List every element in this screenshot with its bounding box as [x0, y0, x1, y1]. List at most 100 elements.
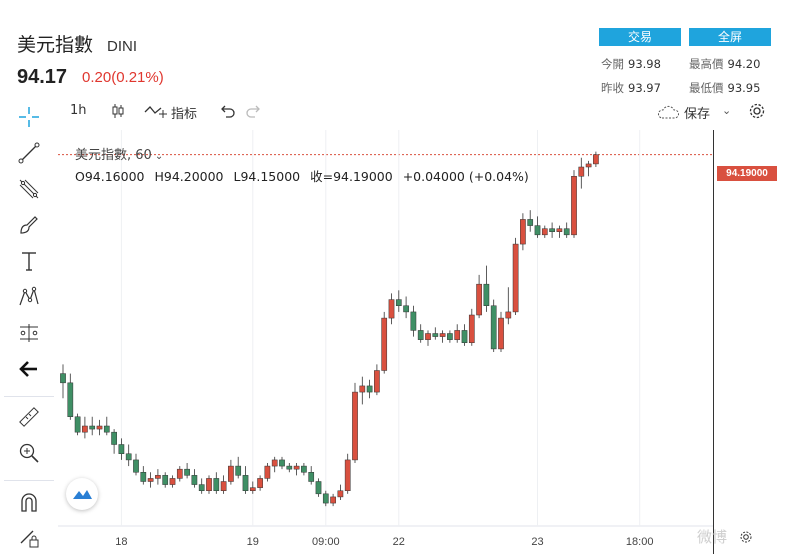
stat-open-value: 93.98 [628, 57, 661, 71]
ohlc-close: 收=94.19000 [310, 169, 393, 184]
candle-body [527, 219, 534, 226]
ohlc-low: L94.15000 [233, 169, 301, 184]
candle-body [169, 478, 176, 485]
brush-icon[interactable] [14, 212, 44, 238]
fullscreen-button[interactable]: 全屏 [689, 28, 771, 46]
candle-body [60, 373, 66, 384]
ruler-icon[interactable] [14, 404, 44, 430]
magnet-icon[interactable] [14, 490, 44, 516]
candle-body [366, 385, 373, 393]
candle-body [432, 333, 439, 337]
candle-body [257, 478, 263, 488]
candle-body [410, 311, 417, 331]
candle-body [520, 219, 526, 245]
candle-body [74, 416, 81, 433]
candle-body [198, 484, 205, 492]
stat-high: 最高價 94.20 [689, 57, 761, 71]
candle-body [585, 163, 592, 168]
indicators-button[interactable]: 指标 [171, 107, 198, 122]
candle-body [454, 330, 461, 340]
interval-selector[interactable]: 1h [70, 103, 87, 118]
text-icon[interactable] [14, 248, 44, 274]
candle-body [213, 478, 220, 491]
candle-body [498, 317, 504, 350]
candle-body [447, 333, 453, 340]
candle-body [293, 465, 300, 470]
candle-body [490, 305, 497, 350]
ohlc-change: +0.04000 (+0.04%) [402, 169, 529, 184]
trendline-icon[interactable] [14, 140, 44, 166]
candle-body [228, 465, 234, 482]
candle-body [374, 370, 380, 393]
candle-body [322, 493, 329, 504]
redo-icon[interactable] [246, 103, 262, 124]
stat-open: 今開 93.98 [601, 57, 661, 71]
candle-body [563, 228, 570, 236]
candle-body [191, 475, 198, 485]
instrument-name: 美元指數 [17, 34, 94, 56]
chart-legend-title[interactable]: 美元指數, 60 ⌄ [75, 148, 164, 163]
candle-body [571, 176, 577, 236]
x-tick-label: 18 [115, 536, 127, 548]
candle-body [89, 425, 96, 430]
ohlc-open: O94.16000 [75, 169, 145, 184]
x-tick-label: 19 [247, 536, 259, 548]
candle-body [439, 333, 446, 337]
undo-icon[interactable] [219, 103, 235, 124]
logo-icon[interactable] [66, 478, 98, 510]
candle-body [388, 299, 395, 319]
candle-body [556, 228, 563, 233]
gear-icon[interactable] [748, 102, 766, 125]
candle-body [483, 283, 490, 306]
candle-body [315, 481, 322, 495]
candle-body [249, 487, 256, 491]
back-arrow-icon[interactable] [14, 356, 44, 382]
candle-style-icon[interactable] [110, 103, 126, 124]
crosshair-icon[interactable] [14, 104, 44, 130]
save-dropdown-chevron-icon[interactable]: ⌄ [722, 105, 732, 117]
ohlc-high: H94.20000 [154, 169, 224, 184]
chart-right-border [713, 130, 714, 554]
fib-icon[interactable] [14, 176, 44, 202]
candle-body [352, 391, 358, 461]
candle-body [301, 465, 307, 473]
lock-icon[interactable] [14, 524, 44, 550]
zoom-icon[interactable] [14, 440, 44, 466]
candle-body [286, 465, 293, 470]
candle-body [242, 475, 249, 492]
plus-indicator-icon[interactable] [144, 103, 168, 124]
measure-icon[interactable] [14, 320, 44, 346]
chart-settings-gear-icon[interactable] [739, 530, 753, 549]
candle-body [461, 330, 468, 343]
candle-body [337, 490, 344, 498]
current-price: 94.17 [17, 66, 68, 88]
candle-body [395, 299, 402, 307]
candle-body [417, 330, 424, 340]
trade-button[interactable]: 交易 [599, 28, 681, 46]
save-button[interactable]: 保存 [684, 107, 711, 122]
candle-body [549, 228, 555, 233]
toolbar-divider [4, 480, 54, 481]
candle-body [512, 243, 519, 313]
candle-body [125, 453, 132, 461]
candle-body [425, 333, 431, 340]
drawing-toolbar [0, 96, 58, 554]
candle-body [468, 314, 475, 343]
candle-body [476, 283, 482, 316]
candle-body [534, 225, 541, 236]
x-tick-label: 23 [531, 536, 543, 548]
cloud-icon[interactable] [656, 104, 680, 125]
candle-body [103, 425, 110, 433]
candle-body [133, 459, 139, 473]
candle-body [308, 472, 315, 482]
candle-body [96, 425, 103, 430]
legend-chevron-down-icon[interactable]: ⌄ [154, 151, 164, 162]
candle-body [264, 465, 271, 479]
candle-body [593, 154, 599, 165]
candle-body [403, 305, 409, 313]
x-tick-label: 22 [393, 536, 405, 548]
candle-body [344, 459, 351, 491]
stat-low: 最低價 93.95 [689, 81, 761, 95]
pattern-icon[interactable] [14, 284, 44, 310]
